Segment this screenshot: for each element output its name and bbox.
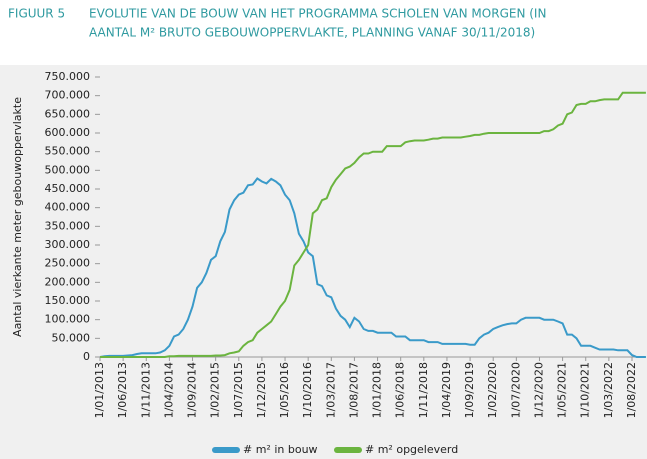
x-tick-label: 1/10/2021 [579, 362, 592, 418]
x-tick-label: 1/04/2019 [440, 362, 453, 418]
y-tick-label: 350.000 [45, 219, 91, 232]
x-tick-label: 1/07/2015 [232, 362, 245, 418]
y-tick-label: 0 [83, 350, 90, 363]
x-tick-label: 1/08/2022 [625, 362, 638, 418]
x-tick-label: 1/02/2020 [486, 362, 499, 418]
x-tick-label: 1/12/2015 [255, 362, 268, 418]
series-line [99, 177, 646, 358]
y-tick-label: 50.000 [52, 331, 91, 344]
x-tick-label: 1/11/2013 [139, 362, 152, 418]
y-tick-label: 200.000 [45, 275, 91, 288]
x-tick-label: 1/03/2017 [324, 362, 337, 418]
series-line [100, 91, 646, 358]
legend-label: # m² opgeleverd [365, 443, 458, 456]
y-tick-label: 150.000 [45, 294, 91, 307]
y-tick-label: 750.000 [45, 70, 91, 83]
x-tick-label: 1/04/2014 [162, 362, 175, 418]
x-tick-label: 1/08/2017 [347, 362, 360, 418]
x-tick-label: 1/06/2013 [116, 362, 129, 418]
x-tick-label: 1/10/2016 [301, 362, 314, 418]
x-tick-label: 1/07/2020 [509, 362, 522, 418]
y-tick-label: 100.000 [45, 313, 91, 326]
x-tick-label: 1/09/2019 [463, 362, 476, 418]
y-tick-label: 250.000 [45, 257, 91, 270]
x-tick-label: 1/02/2015 [209, 362, 222, 418]
y-tick-label: 650.000 [45, 107, 91, 120]
figure-label: FIGUUR 5 [8, 7, 65, 21]
x-tick-label: 1/03/2022 [602, 362, 615, 418]
x-tick-label: 1/12/2020 [532, 362, 545, 418]
y-axis-label: Aantal vierkante meter gebouwoppervlakte [11, 97, 24, 337]
y-tick-label: 700.000 [45, 89, 91, 102]
y-tick-label: 400.000 [45, 201, 91, 214]
x-tick-label: 1/06/2018 [394, 362, 407, 418]
chart-title: AANTAL M² BRUTO GEBOUWOPPERVLAKTE, PLANN… [89, 26, 535, 40]
plot-panel [0, 65, 647, 459]
x-tick-label: 1/09/2014 [186, 362, 199, 418]
legend-label: # m² in bouw [243, 443, 318, 456]
y-tick-label: 550.000 [45, 145, 91, 158]
x-tick-label: 1/01/2013 [93, 362, 106, 418]
y-tick-label: 500.000 [45, 163, 91, 176]
y-tick-label: 450.000 [45, 182, 91, 195]
y-tick-label: 600.000 [45, 126, 91, 139]
chart-title: EVOLUTIE VAN DE BOUW VAN HET PROGRAMMA S… [89, 7, 546, 21]
x-tick-label: 1/05/2021 [556, 362, 569, 418]
x-tick-label: 1/05/2016 [278, 362, 291, 418]
x-tick-label: 1/01/2018 [371, 362, 384, 418]
y-tick-label: 300.000 [45, 238, 91, 251]
x-tick-label: 1/11/2018 [417, 362, 430, 418]
